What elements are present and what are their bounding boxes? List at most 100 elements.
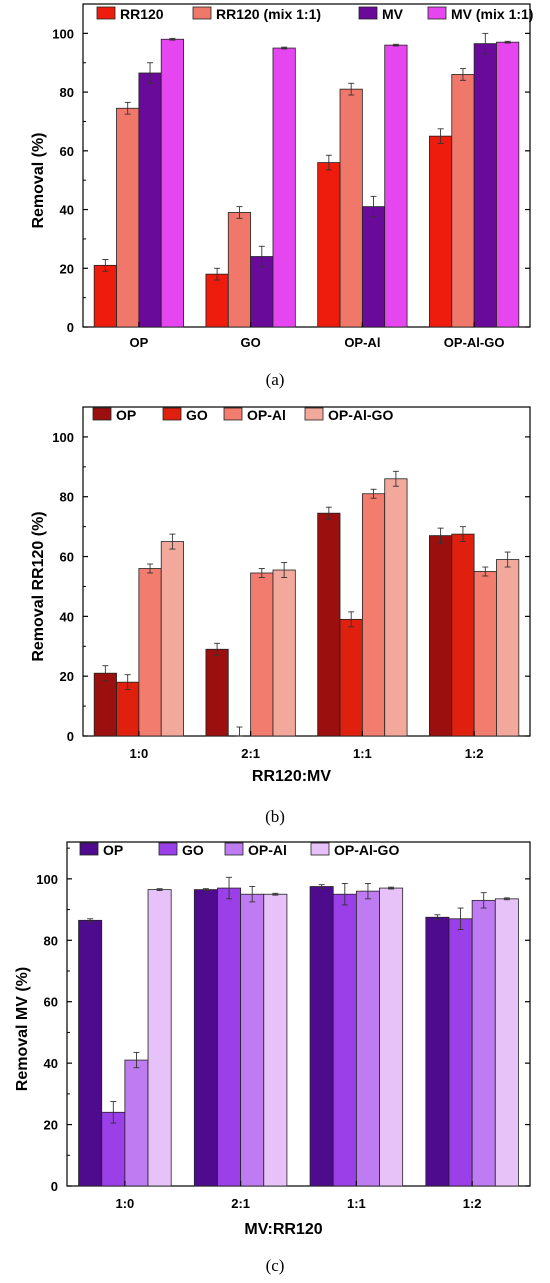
legend-label: MV <box>382 6 404 22</box>
bar-op-1-2 <box>429 535 453 737</box>
bar-op-2-1 <box>193 889 218 1187</box>
y-tick-label: 100 <box>36 872 58 887</box>
y-tick-label: 100 <box>52 26 74 41</box>
y-tick-label: 0 <box>67 729 74 744</box>
y-tick-label: 60 <box>44 995 58 1010</box>
legend-swatch <box>310 842 330 856</box>
x-tick-label: OP-Al-GO <box>444 335 505 350</box>
x-tick-label: 1:1 <box>347 1196 366 1211</box>
x-tick-label: OP <box>129 335 148 350</box>
y-tick-label: 20 <box>60 669 74 684</box>
y-tick-label: 60 <box>60 550 74 565</box>
legend-swatch <box>79 842 99 856</box>
y-tick-label: 80 <box>44 933 58 948</box>
y-tick-label: 60 <box>60 144 74 159</box>
bar-rr120-op-al-go <box>429 135 453 328</box>
bar-rr120-mix-1-1--go <box>227 212 252 328</box>
bar-op-al-1-1 <box>361 493 386 737</box>
bar-rr120-mix-1-1--op-al <box>339 88 363 328</box>
bar-mv-op-al-go <box>473 43 497 328</box>
bar-op-al-go-1-1 <box>379 887 404 1187</box>
x-tick-label: 1:2 <box>465 746 484 761</box>
bar-op-al-go-1-1 <box>384 478 408 737</box>
y-tick-label: 80 <box>60 85 74 100</box>
y-axis-title: Removal RR120 (%) <box>30 511 47 661</box>
x-axis-title: MV:RR120 <box>244 1221 322 1238</box>
panel-label: (b) <box>265 807 285 826</box>
legend-label: OP-Al-GO <box>334 842 399 858</box>
y-tick-label: 0 <box>67 320 74 335</box>
bar-go-1-0 <box>116 681 140 737</box>
bar-op-al-1-2 <box>473 571 497 737</box>
legend-swatch <box>158 842 178 856</box>
x-tick-label: 2:1 <box>231 1196 250 1211</box>
bar-op-al-go-1-2 <box>494 898 519 1187</box>
bar-op-al-1-0 <box>124 1059 149 1187</box>
bar-rr120-mix-1-1--op-al-go <box>451 74 475 328</box>
y-axis-title: Removal MV (%) <box>14 967 31 1091</box>
y-tick-label: 20 <box>44 1118 58 1133</box>
bar-op-al-go-2-1 <box>263 893 288 1187</box>
x-tick-label: OP-Al <box>344 335 380 350</box>
bar-op-al-go-1-0 <box>147 889 172 1187</box>
bar-rr120-go <box>205 273 229 328</box>
y-axis-title: Removal (%) <box>30 132 47 228</box>
bar-mv-mix-1-1--op <box>160 38 184 328</box>
y-tick-label: 0 <box>51 1179 58 1194</box>
x-tick-label: GO <box>241 335 261 350</box>
legend-label: OP-Al <box>248 842 287 858</box>
bar-op-al-go-1-2 <box>496 559 520 737</box>
y-tick-label: 40 <box>60 203 74 218</box>
y-tick-label: 40 <box>44 1056 58 1071</box>
bar-mv-mix-1-1--go <box>272 47 296 328</box>
legend-swatch <box>358 6 378 20</box>
plot-frame <box>82 406 531 737</box>
plot-frame <box>66 841 531 1187</box>
panel-label: (c) <box>266 1256 285 1275</box>
legend-label: OP <box>116 407 136 423</box>
bar-mv-op <box>138 72 162 328</box>
legend-swatch <box>224 842 244 856</box>
bar-go-1-2 <box>448 918 473 1187</box>
y-tick-label: 20 <box>60 261 74 276</box>
bar-op-2-1 <box>205 648 229 737</box>
legend-label: GO <box>186 407 208 423</box>
bar-go-1-1 <box>332 893 357 1187</box>
bar-op-1-1 <box>309 886 334 1187</box>
bar-op-al-go-2-1 <box>272 569 296 737</box>
bar-op-1-1 <box>317 512 341 737</box>
panel-label: (a) <box>266 370 285 389</box>
legend-label: OP-Al-GO <box>328 407 393 423</box>
y-tick-label: 40 <box>60 609 74 624</box>
legend-label: GO <box>182 842 204 858</box>
bar-go-1-1 <box>339 618 363 737</box>
plot-frame <box>82 3 531 328</box>
x-tick-label: 1:0 <box>129 746 148 761</box>
chart-panel-1: 0 20 40 60 80 100 Removal (%) OP GO OP-Al OP-Al-GO… <box>30 3 533 389</box>
y-tick-label: 100 <box>52 430 74 445</box>
bar-op-1-2 <box>425 916 450 1187</box>
legend-swatch <box>96 6 116 20</box>
legend-swatch <box>223 407 243 421</box>
chart-panel-3: 0 20 40 60 80 100 Removal MV (%) 1:0 2:1 1:1 1:2 OP… <box>14 841 531 1275</box>
bar-rr120-mix-1-1--op <box>116 107 140 328</box>
bar-op-al-1-1 <box>355 890 380 1187</box>
x-tick-label: 1:2 <box>463 1196 482 1211</box>
bar-op-al-1-0 <box>138 568 162 737</box>
legend-label: OP <box>103 842 123 858</box>
legend-label: RR120 <box>120 6 164 22</box>
bar-rr120-op <box>93 264 117 328</box>
x-tick-label: 1:0 <box>115 1196 134 1211</box>
bar-go-2-1 <box>217 887 242 1187</box>
legend-swatch <box>192 6 212 20</box>
bar-op-al-1-2 <box>471 899 496 1187</box>
legend-swatch <box>427 6 447 20</box>
x-axis-title: RR120:MV <box>252 768 331 785</box>
bar-mv-mix-1-1--op-al <box>384 44 408 328</box>
bar-op-1-0 <box>78 919 103 1187</box>
bar-op-1-0 <box>93 672 117 737</box>
legend-label: OP-Al <box>247 407 286 423</box>
bar-op-al-go-1-0 <box>160 541 184 737</box>
bar-mv-op-al <box>361 206 386 328</box>
